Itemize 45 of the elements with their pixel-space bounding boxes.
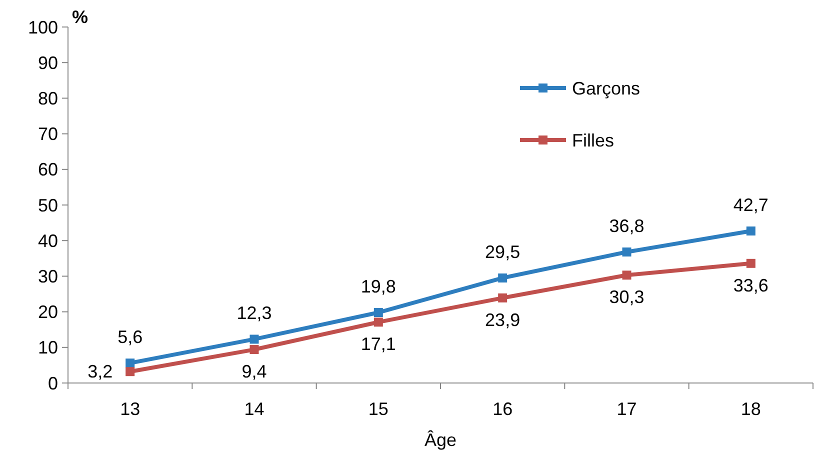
y-tick-label: 100 <box>28 17 58 38</box>
data-label: 12,3 <box>236 303 272 324</box>
point <box>374 318 383 327</box>
y-tick-label: 50 <box>38 195 58 216</box>
y-tick-label: 80 <box>38 88 58 108</box>
legend-label: Garçons <box>572 78 640 98</box>
data-label: 9,4 <box>242 362 267 382</box>
y-axis-title: % <box>72 7 88 27</box>
point <box>374 308 383 318</box>
x-tick-label: 16 <box>492 399 513 419</box>
point <box>498 293 508 302</box>
data-label: 36,8 <box>609 216 644 236</box>
y-tick-label: 10 <box>38 338 58 358</box>
y-tick-label: 0 <box>48 373 58 394</box>
x-tick-label: 14 <box>244 399 264 419</box>
point <box>126 358 135 368</box>
x-tick-label: 15 <box>368 399 388 419</box>
data-label: 23,9 <box>485 310 520 330</box>
y-tick-label: 30 <box>38 266 58 286</box>
point <box>126 367 135 376</box>
data-label: 19,8 <box>360 276 396 297</box>
x-tick-label: 18 <box>740 399 761 419</box>
y-tick-label: 20 <box>38 302 58 322</box>
point <box>746 226 756 236</box>
data-label: 17,1 <box>360 334 396 354</box>
data-label: 29,5 <box>485 242 520 262</box>
data-label: 5,6 <box>118 327 143 348</box>
x-tick-label: 17 <box>616 399 637 419</box>
data-label: 42,7 <box>733 194 768 215</box>
point <box>498 273 508 282</box>
data-label: 33,6 <box>733 275 768 296</box>
data-label: 3,2 <box>88 362 113 382</box>
legend-label: Filles <box>572 130 614 150</box>
y-tick-label: 40 <box>38 230 58 251</box>
point <box>250 345 259 354</box>
data-label: 30,3 <box>609 287 644 308</box>
point <box>622 270 632 280</box>
point <box>622 247 632 256</box>
y-tick-label: 60 <box>38 160 58 180</box>
x-axis-title: Âge <box>424 430 457 450</box>
point <box>250 334 259 344</box>
point <box>746 258 756 268</box>
y-tick-label: 90 <box>38 52 58 73</box>
x-tick-label: 13 <box>120 399 140 419</box>
y-tick-label: 70 <box>38 124 58 144</box>
